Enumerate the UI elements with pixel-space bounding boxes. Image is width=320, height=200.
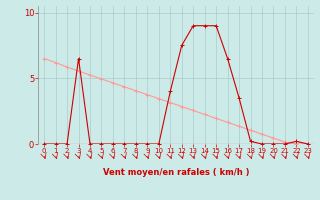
X-axis label: Vent moyen/en rafales ( km/h ): Vent moyen/en rafales ( km/h ): [103, 168, 249, 177]
